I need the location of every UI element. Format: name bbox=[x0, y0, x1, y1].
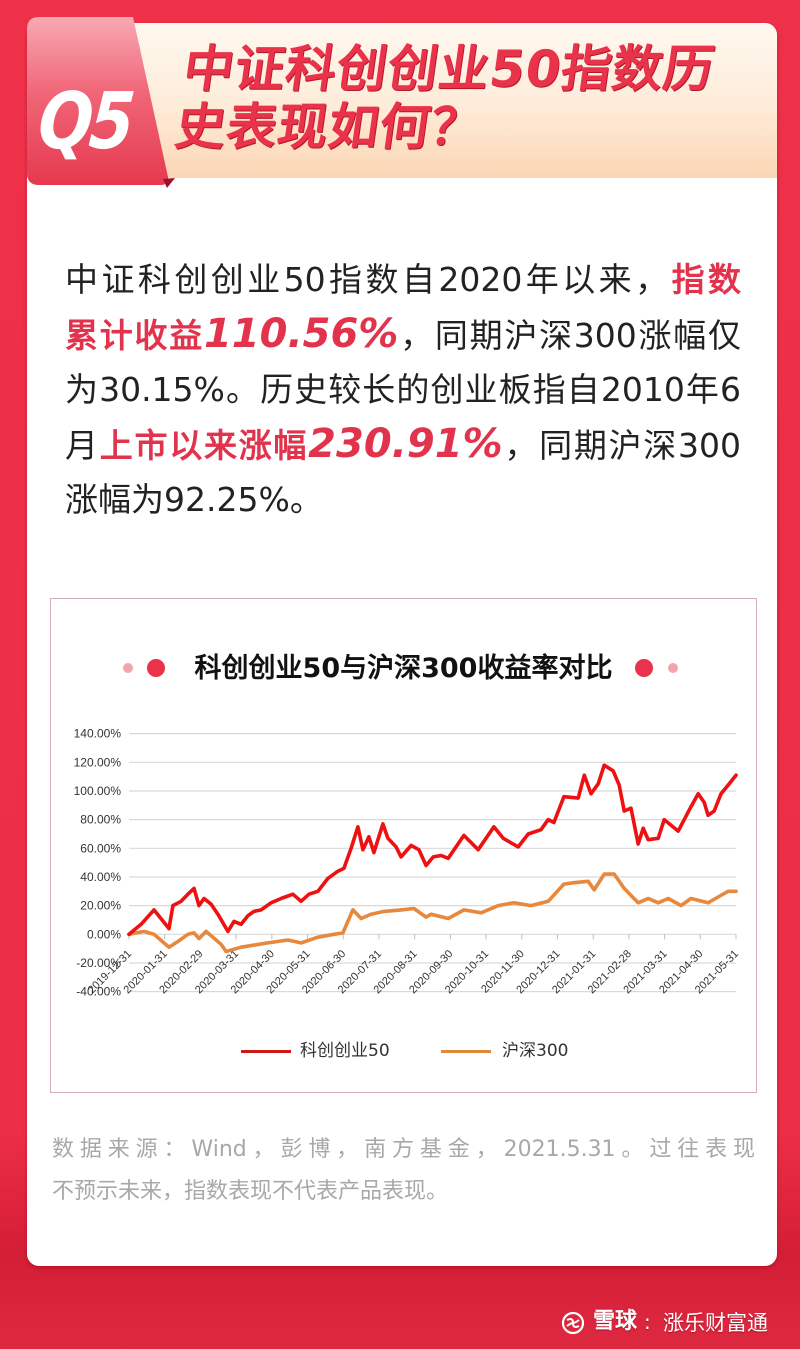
watermark-separator: : bbox=[644, 1310, 651, 1334]
y-tick-label: 140.00% bbox=[74, 727, 122, 741]
highlight-number: 230.91% bbox=[308, 421, 503, 467]
y-tick-label: -20.00% bbox=[76, 956, 121, 970]
y-tick-label: 100.00% bbox=[74, 784, 122, 798]
paragraph-line: 月上市以来涨幅230.91%，同期沪深300 bbox=[65, 417, 741, 472]
text-segment: 月 bbox=[65, 426, 100, 465]
highlight-text: 指数 bbox=[671, 260, 742, 299]
legend-swatch-kc50 bbox=[241, 1050, 291, 1053]
paragraph-line: 累计收益110.56%，同期沪深300涨幅仅 bbox=[65, 307, 741, 362]
source-line-1: 数据来源：Wind，彭博，南方基金，2021.5.31。过往表现 bbox=[52, 1137, 755, 1162]
title-line-1: 中证科创创业50指数历 bbox=[179, 40, 719, 98]
chart-legend: 科创创业50 沪深300 bbox=[51, 1039, 756, 1063]
decor-dot-icon bbox=[668, 663, 678, 673]
y-tick-label: 0.00% bbox=[87, 927, 121, 941]
legend-swatch-hs300 bbox=[441, 1050, 491, 1053]
source-line-2: 不预示未来，指数表现不代表产品表现。 bbox=[52, 1179, 449, 1204]
text-segment: 为30.15%。历史较长的创业板指自2010年6 bbox=[65, 370, 741, 409]
decor-dot-icon bbox=[123, 663, 133, 673]
title-line-2: 史表现如何？ bbox=[171, 98, 486, 156]
page-title: 中证科创创业50指数历 史表现如何？ bbox=[172, 40, 768, 156]
series-line-kc50 bbox=[127, 763, 738, 937]
data-source-note: 数据来源：Wind，彭博，南方基金，2021.5.31。过往表现 不预示未来，指… bbox=[52, 1129, 755, 1213]
text-segment: 涨幅为92.25%。 bbox=[65, 480, 323, 519]
y-tick-label: 80.00% bbox=[80, 813, 121, 827]
paragraph-line: 涨幅为92.25%。 bbox=[65, 472, 741, 527]
snowball-logo-icon bbox=[561, 1311, 585, 1335]
summary-paragraph: 中证科创创业50指数自2020年以来，指数 累计收益110.56%，同期沪深30… bbox=[65, 252, 741, 527]
text-segment: ，同期沪深300涨幅仅 bbox=[398, 316, 741, 355]
watermark-account: 涨乐财富通 bbox=[663, 1311, 768, 1335]
badge-label: Q5 bbox=[34, 77, 135, 167]
y-tick-label: 120.00% bbox=[74, 755, 122, 769]
paragraph-line: 中证科创创业50指数自2020年以来，指数 bbox=[65, 252, 741, 307]
series-line-hs300 bbox=[127, 872, 738, 954]
text-segment: 中证科创创业50指数自2020年以来， bbox=[65, 260, 672, 299]
highlight-text: 累计收益 bbox=[65, 316, 204, 355]
text-segment: ，同期沪深300 bbox=[502, 426, 742, 465]
paragraph-line: 为30.15%。历史较长的创业板指自2010年6 bbox=[65, 362, 741, 417]
watermark: 雪球 : 涨乐财富通 bbox=[560, 1308, 790, 1336]
chart-title: 科创创业50与沪深300收益率对比 bbox=[194, 653, 613, 684]
decor-dot-icon bbox=[635, 659, 653, 677]
question-badge: Q5 bbox=[27, 17, 179, 189]
badge-shape-icon bbox=[27, 17, 175, 188]
line-chart: 140.00% 120.00% 100.00% 80.00% 60.00% 40.00% 2… bbox=[74, 727, 741, 999]
highlight-text: 上市以来涨幅 bbox=[99, 426, 309, 465]
y-tick-label: -40.00% bbox=[76, 985, 121, 999]
watermark-brand: 雪球 bbox=[593, 1309, 638, 1334]
decor-dot-icon bbox=[147, 659, 165, 677]
legend-label-hs300: 沪深300 bbox=[502, 1041, 569, 1061]
y-tick-label: 40.00% bbox=[80, 870, 121, 884]
chart-container: 科创创业50与沪深300收益率对比 140.00% 120.00% 100.00% 8… bbox=[50, 598, 757, 1093]
legend-label-kc50: 科创创业50 bbox=[300, 1041, 390, 1061]
y-tick-label: 60.00% bbox=[80, 841, 121, 855]
highlight-number: 110.56% bbox=[203, 311, 399, 357]
y-tick-label: 20.00% bbox=[80, 899, 121, 913]
